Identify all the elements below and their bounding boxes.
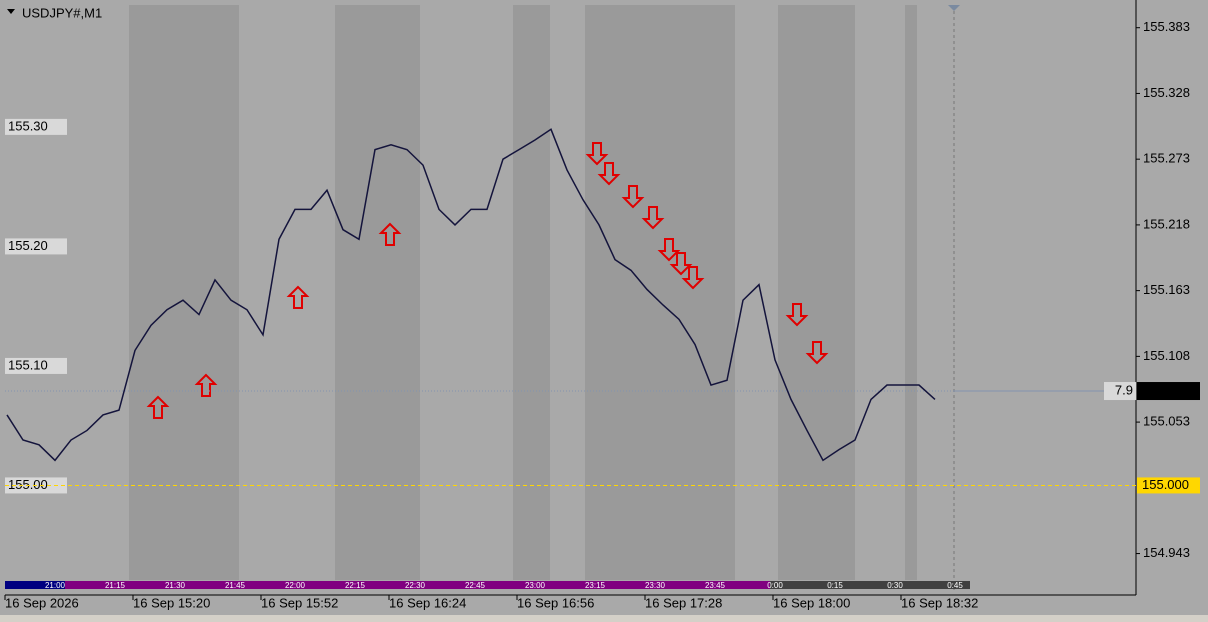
level-label-box [5,357,67,374]
y-tick-label: 155.328 [1143,85,1190,100]
shaded-zones [129,5,917,580]
level-label: 155.30 [8,118,48,133]
y-tick-label: 155.163 [1143,282,1190,297]
session-label: 0:45 [947,581,963,590]
level-label: 155.10 [8,357,48,372]
sell-arrows [585,142,829,365]
session-label: 0:00 [767,581,783,590]
buy-arrows [146,222,402,419]
session-bar [5,581,970,589]
x-tick-label: 16 Sep 18:32 [901,595,978,610]
session-label: 23:00 [525,581,546,590]
session-label: 22:00 [285,581,306,590]
x-tick-label: 16 Sep 16:24 [389,595,466,610]
window-edge [0,615,1208,622]
x-tick-label: 16 Sep 15:52 [261,595,338,610]
session-label: 0:30 [887,581,903,590]
session-label: 23:15 [585,581,606,590]
level-label-box [5,238,67,255]
session-label: 21:00 [45,581,66,590]
session-label: 21:45 [225,581,246,590]
spread-label: 7.9 [1115,382,1133,397]
level-label: 155.20 [8,238,48,253]
session-label: 21:30 [165,581,186,590]
session-label: 0:15 [827,581,843,590]
chart-title: USDJPY#,M1 [22,5,102,20]
x-tick-label: 16 Sep 16:56 [517,595,594,610]
session-label: 23:30 [645,581,666,590]
y-tick-label: 155.218 [1143,216,1190,231]
session-label: 21:15 [105,581,126,590]
price-label: 155.079 [1142,382,1189,397]
session-label: 23:45 [705,581,726,590]
session-label: 22:15 [345,581,366,590]
y-tick-label: 155.053 [1143,414,1190,429]
x-tick-label: 16 Sep 17:28 [645,595,722,610]
spread-box [1104,382,1136,401]
y-tick-label: 155.273 [1143,151,1190,166]
level-label-box [5,118,67,135]
target-label: 155.000 [1142,477,1189,492]
session-label: 22:45 [465,581,486,590]
price-label-box [1137,382,1200,401]
level-label: 155.00 [8,477,48,492]
x-tick-label: 16 Sep 15:20 [133,595,210,610]
price-line-series [6,128,936,462]
target-label-box [1137,477,1200,494]
y-tick-label: 155.383 [1143,19,1190,34]
x-tick-label: 16 Sep 18:00 [773,595,850,610]
y-tick-label: 154.943 [1143,545,1190,560]
menu-arrow [7,9,15,14]
y-tick-label: 155.108 [1143,348,1190,363]
session-label: 22:30 [405,581,426,590]
shift-marker [948,5,960,11]
x-tick-label: 16 Sep 2026 [5,595,79,610]
